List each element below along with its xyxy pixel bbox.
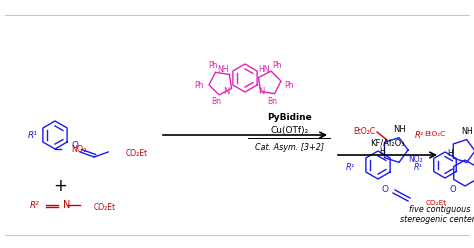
Text: NO₂: NO₂ bbox=[408, 155, 423, 164]
Text: R¹: R¹ bbox=[346, 163, 355, 173]
Text: five contiguous: five contiguous bbox=[410, 206, 471, 215]
Text: Ph: Ph bbox=[208, 61, 218, 69]
Text: KF/Al₂O₃: KF/Al₂O₃ bbox=[370, 138, 404, 148]
Text: EtO₂C: EtO₂C bbox=[424, 131, 445, 137]
Text: CO₂Et: CO₂Et bbox=[126, 149, 148, 157]
Text: R¹: R¹ bbox=[414, 163, 423, 173]
Text: O: O bbox=[450, 185, 456, 193]
Text: Ph: Ph bbox=[284, 81, 294, 90]
Text: Bn: Bn bbox=[267, 96, 277, 105]
Text: Ph: Ph bbox=[194, 81, 204, 90]
Text: Cat. Asym. [3+2]: Cat. Asym. [3+2] bbox=[255, 144, 325, 153]
Text: NH: NH bbox=[393, 125, 406, 134]
Text: CO₂Et: CO₂Et bbox=[94, 203, 116, 212]
Text: N: N bbox=[63, 200, 70, 210]
Text: stereogenic centers: stereogenic centers bbox=[401, 216, 474, 224]
Text: R²: R² bbox=[30, 200, 40, 210]
Text: R¹: R¹ bbox=[28, 130, 38, 139]
Text: NO₂: NO₂ bbox=[71, 145, 86, 154]
Text: CO₂Et: CO₂Et bbox=[426, 200, 447, 206]
Text: O: O bbox=[382, 186, 389, 194]
Text: PyBidine: PyBidine bbox=[268, 114, 312, 123]
Text: O: O bbox=[72, 141, 79, 150]
Text: Cu(OTf)₂: Cu(OTf)₂ bbox=[271, 125, 309, 134]
Text: R²: R² bbox=[415, 131, 424, 141]
Text: Bn: Bn bbox=[211, 96, 221, 105]
Text: N: N bbox=[258, 87, 264, 95]
Text: Ph: Ph bbox=[273, 61, 282, 69]
Text: H: H bbox=[379, 148, 385, 156]
Text: +: + bbox=[53, 177, 67, 195]
Text: N: N bbox=[223, 87, 229, 95]
Text: NH: NH bbox=[461, 127, 473, 136]
Text: HN: HN bbox=[258, 64, 270, 73]
Text: NH: NH bbox=[217, 64, 228, 73]
Text: H: H bbox=[447, 149, 453, 157]
Text: EtO₂C: EtO₂C bbox=[353, 127, 375, 136]
